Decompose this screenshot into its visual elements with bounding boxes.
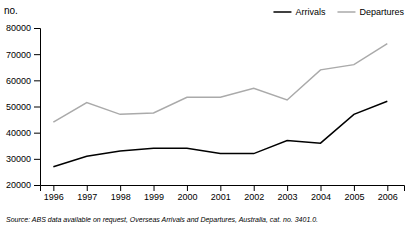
y-tick-label: 40000 [6,128,31,138]
series-line [53,101,387,166]
y-axis: 20000 30000 40000 50000 60000 70000 80000 [6,23,41,190]
x-tick: 1997 [77,185,97,202]
x-axis-line [41,186,405,192]
series-line [53,44,387,123]
y-tick: 50000 [6,102,40,112]
x-tick-mark [387,185,388,191]
y-tick-label: 20000 [6,180,31,190]
x-tick: 2003 [278,185,298,202]
x-tick-label: 2003 [278,192,298,202]
y-tick: 20000 [6,180,40,190]
y-axis-line [34,29,41,186]
y-label: no. [4,5,18,16]
x-tick-label: 2000 [177,192,197,202]
lines [53,44,387,167]
y-tick: 80000 [6,23,40,33]
chart: 1996 1997 1998 1999 2000 2001 2002 2003 2004 2005… [0,0,416,227]
x-tick-label: 2005 [344,192,364,202]
legend-swatch [273,11,291,13]
x-tick-label: 1999 [144,192,164,202]
x-tick-mark [120,185,121,191]
x-tick-label: 2001 [211,192,231,202]
legend: Arrivals Departures [273,7,404,17]
x-tick-mark [321,185,322,191]
x-tick-mark [220,185,221,191]
y-tick-mark [34,159,40,160]
legend-label: Arrivals [295,7,326,17]
x-tick-mark [53,185,54,191]
x-tick-mark [287,185,288,191]
annotation: Source: ABS data available on request, O… [6,216,318,224]
x-tick: 1996 [44,185,64,202]
x-tick: 1998 [111,185,131,202]
legend-item: Departures [337,7,404,17]
x-tick: 2002 [244,185,264,202]
y-tick-label: 30000 [6,154,31,164]
y-tick: 30000 [6,154,40,164]
y-tick-mark [34,28,40,29]
x-tick-label: 1997 [77,192,97,202]
y-tick-mark [34,54,40,55]
y-tick: 40000 [6,128,40,138]
x-tick: 2005 [344,185,364,202]
x-tick-label: 1996 [44,192,64,202]
y-tick: 60000 [6,76,40,86]
y-tick-label: 50000 [6,102,31,112]
y-tick-mark [34,107,40,108]
y-tick-mark [34,80,40,81]
legend-item: Arrivals [273,7,326,17]
x-tick-mark [187,185,188,191]
x-tick: 2000 [177,185,197,202]
x-tick-label: 2004 [311,192,331,202]
x-axis: 1996 1997 1998 1999 2000 2001 2002 2003 2004 2005… [41,185,405,202]
plot: 1996 1997 1998 1999 2000 2001 2002 2003 2004 2005… [6,23,405,202]
x-tick: 2006 [378,185,398,202]
x-tick-label: 2006 [378,192,398,202]
x-tick-mark [87,185,88,191]
x-tick-label: 1998 [111,192,131,202]
legend-swatch [337,11,355,13]
x-tick: 2004 [311,185,331,202]
x-tick: 1999 [144,185,164,202]
y-tick-mark [34,133,40,134]
x-tick: 2001 [211,185,231,202]
y-tick-mark [34,185,40,186]
legend-label: Departures [359,7,404,17]
x-tick-mark [254,185,255,191]
y-tick-label: 60000 [6,76,31,86]
y-tick-label: 80000 [6,23,31,33]
y-tick-label: 70000 [6,50,31,60]
x-tick-label: 2002 [244,192,264,202]
x-tick-mark [354,185,355,191]
y-tick: 70000 [6,50,40,60]
x-tick-mark [154,185,155,191]
